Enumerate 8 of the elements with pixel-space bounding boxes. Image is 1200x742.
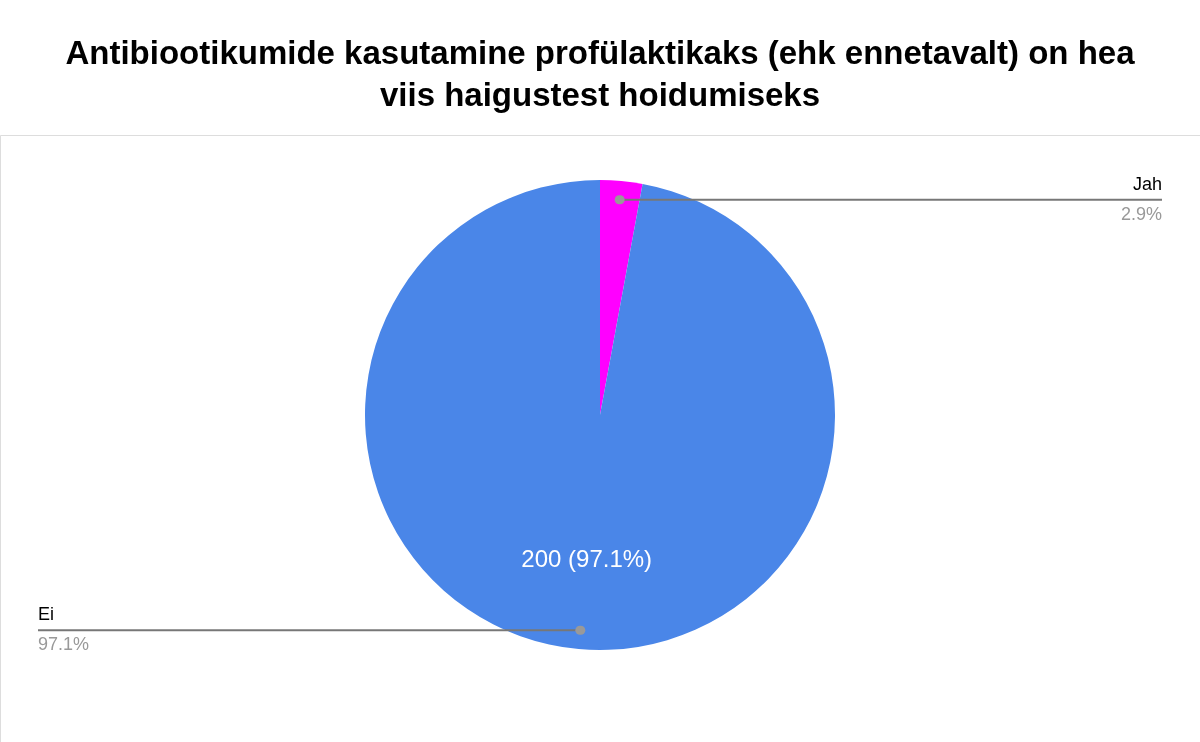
text: 200 (97.1%) [521, 545, 653, 573]
pie-slice [600, 180, 643, 415]
chart-title: Antibiootikumide kasutamine profülaktikaks (ehk ennetavalt) on hea viis haigustest hoidumiseks [65, 34, 1136, 113]
pie-slice [365, 180, 835, 650]
slice-label: Jah [1132, 173, 1162, 194]
slice-label: Ei [38, 604, 55, 625]
data-label: 97.1% [38, 634, 90, 655]
data-label: 2.9% [1120, 203, 1162, 224]
